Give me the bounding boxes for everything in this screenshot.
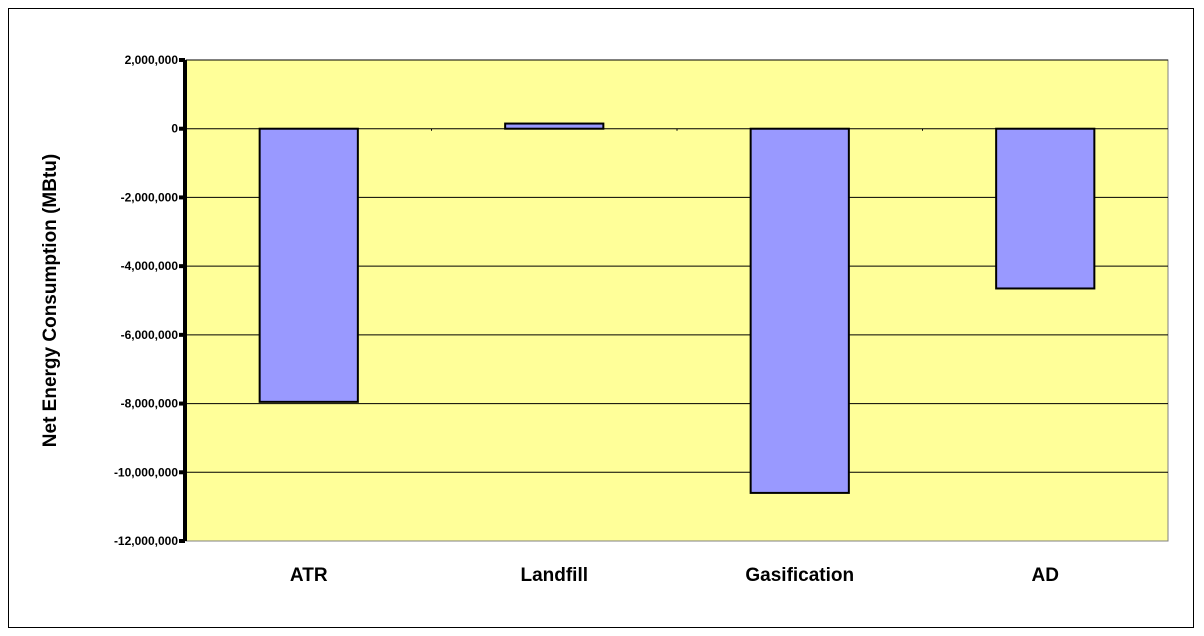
bar-ad	[995, 127, 1096, 290]
category-label: Gasification	[745, 565, 854, 586]
y-tick-label: 0	[171, 122, 178, 136]
y-tick-label: -2,000,000	[121, 190, 179, 204]
y-tick-label: -12,000,000	[114, 534, 178, 548]
y-tick-label: -10,000,000	[114, 465, 178, 479]
category-label: AD	[1032, 565, 1059, 586]
y-tick-label: 2,000,000	[125, 53, 179, 67]
category-label: Landfill	[520, 565, 588, 586]
zero-line-ticks	[431, 128, 923, 131]
y-tick-label: -4,000,000	[121, 259, 179, 273]
y-axis-title: Net Energy Consumption (MBtu)	[40, 154, 61, 447]
bar-gasification	[749, 127, 850, 494]
bar-atr	[258, 127, 359, 403]
y-tick-label: -8,000,000	[121, 397, 179, 411]
y-tick-label: -6,000,000	[121, 328, 179, 342]
bars	[258, 122, 1096, 494]
y-axis-ticks: 2,000,000 0 -2,000,000 -4,000,000 -6,000,000…	[114, 53, 185, 548]
x-axis-categories: ATR Landfill Gasification AD	[290, 565, 1059, 586]
bar-landfill	[504, 122, 605, 130]
category-label: ATR	[290, 565, 328, 586]
